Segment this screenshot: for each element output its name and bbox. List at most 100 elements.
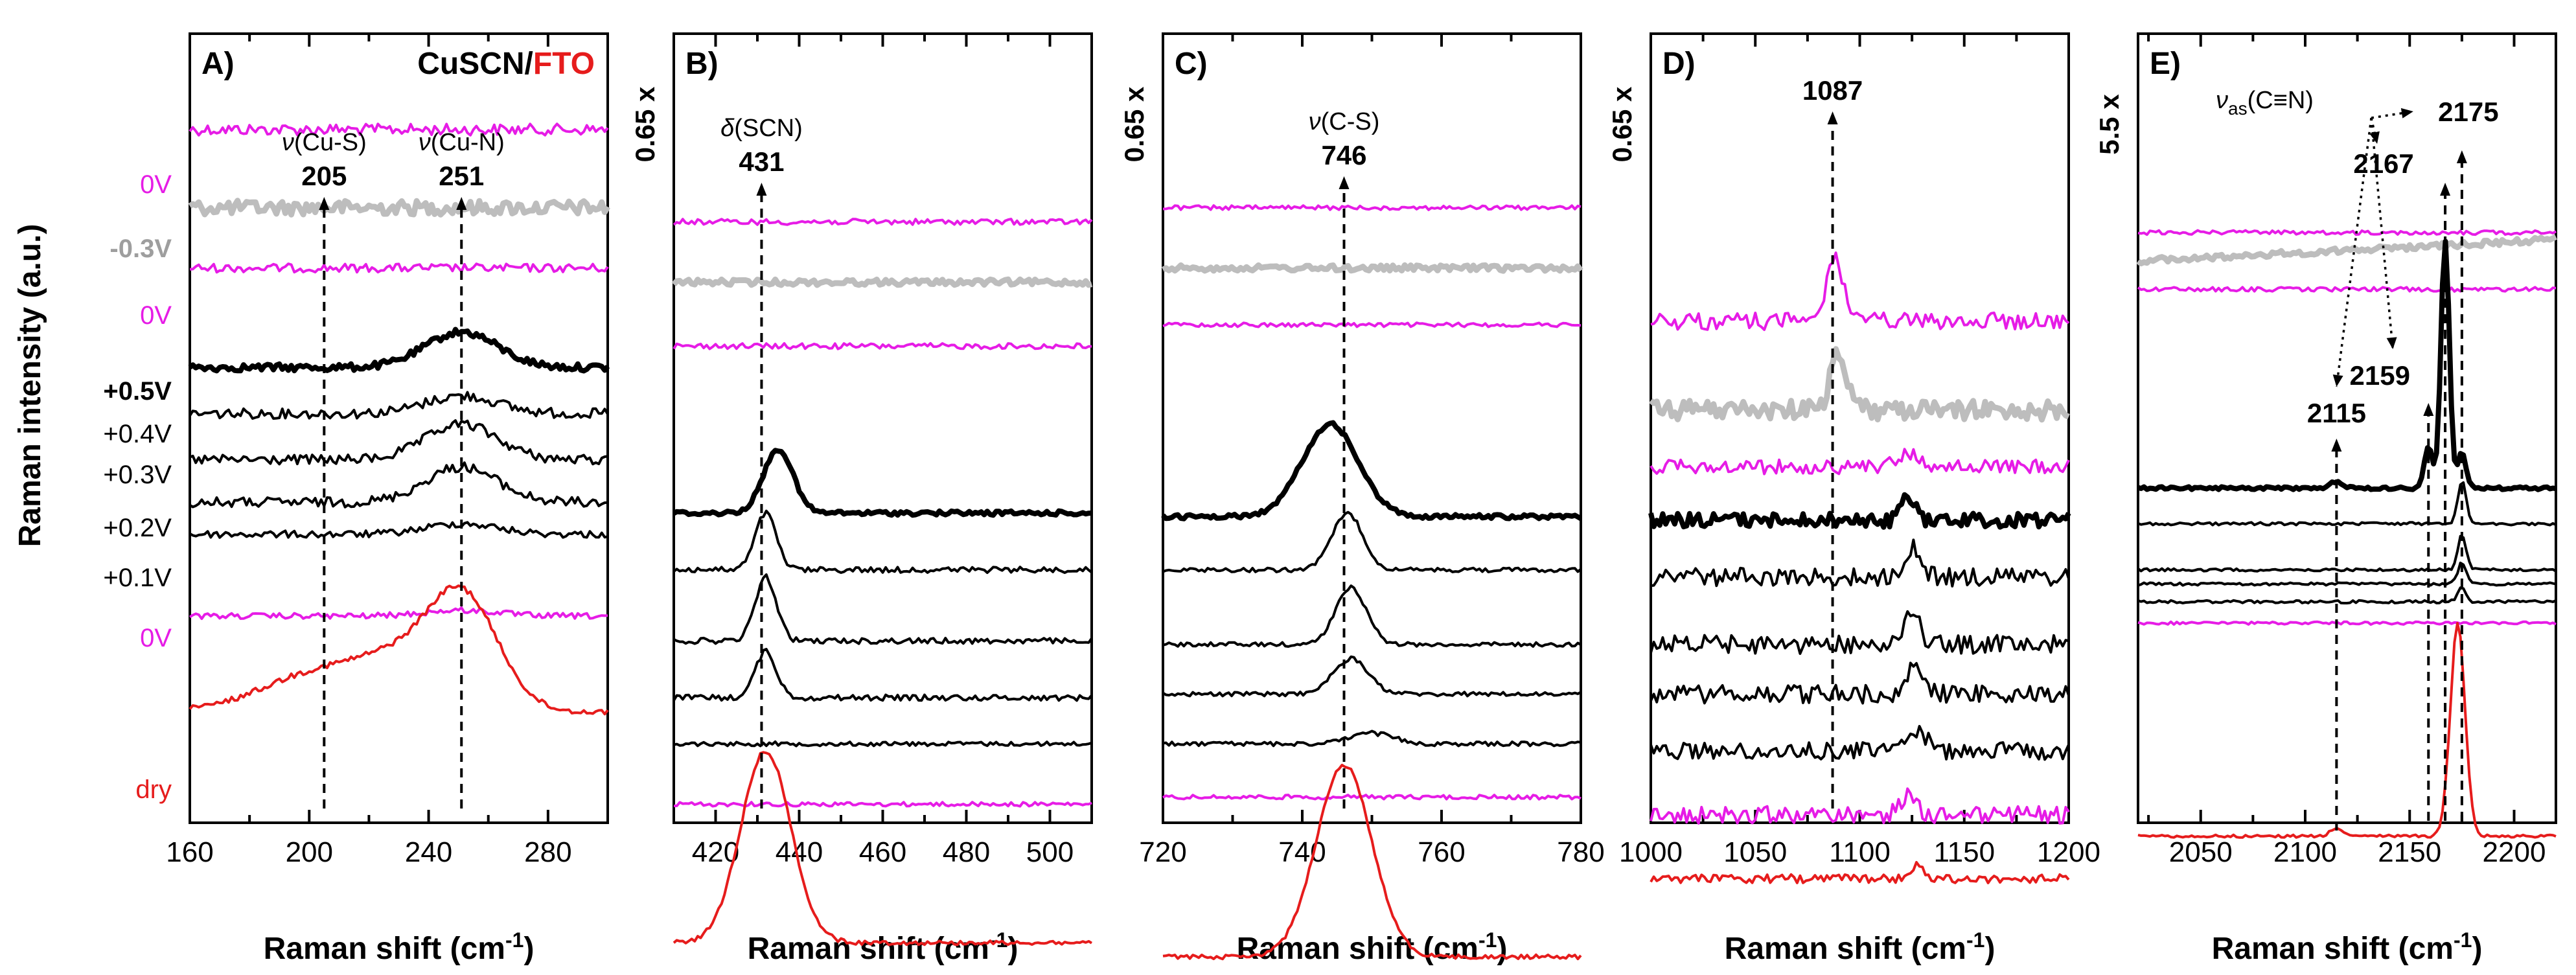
- spectrum-05V-line: [188, 327, 610, 374]
- spectrum-03V-line: [1161, 262, 1583, 274]
- x-tick-label: 2150: [2378, 836, 2441, 868]
- panel-c: 720 740 760 780 Raman shift (cm-1) C) 0.65 x 74…: [1119, 32, 1605, 966]
- spectrum-0V-line: [189, 606, 608, 620]
- x-tick-label: 280: [524, 836, 571, 868]
- potential-label: +0.5V: [103, 377, 172, 406]
- peak-position-label: 431: [739, 146, 784, 177]
- spectrum-03V-line: [2137, 534, 2557, 573]
- spectrum-dry-line: [1650, 861, 2070, 884]
- spectrum-03V-line: [189, 419, 608, 466]
- panels: 160 200 240 280 Raman shift (cm-1) A) CuSCN/FT…: [166, 32, 2558, 966]
- spectrum-05V-line: [673, 448, 1092, 518]
- peak-position-label: 205: [301, 161, 347, 191]
- scale-factor: 5.5 x: [2094, 94, 2124, 155]
- spectrum-03V-line: [1162, 584, 1582, 648]
- x-tick-label: 460: [859, 836, 906, 868]
- peak-arrow: [2331, 439, 2342, 452]
- x-tick-label: 760: [1418, 836, 1465, 868]
- spectrum-dry-line: [189, 584, 609, 716]
- annotation-pointer: [2370, 117, 2395, 350]
- plot-frame: [2137, 32, 2557, 824]
- panel-title: CuSCN/FTO: [417, 47, 595, 81]
- panel-letter: E): [2150, 47, 2181, 81]
- peak-position-label: 2115: [2307, 398, 2366, 428]
- scale-factor: 0.65 x: [1607, 86, 1637, 162]
- peak-position-label: 2175: [2438, 97, 2498, 127]
- spectrum-04V-line: [2137, 481, 2557, 527]
- spectrum-05V-line: [2137, 238, 2557, 492]
- potential-label: +0.2V: [103, 514, 172, 542]
- peak-arrow: [2456, 150, 2467, 163]
- annotation-pointer: [2335, 117, 2373, 387]
- panel-letter: C): [1175, 47, 1208, 81]
- spectrum-04V-line: [1162, 510, 1582, 573]
- x-tick-label: 740: [1278, 836, 1326, 868]
- spectrum-0V-line: [673, 218, 1093, 226]
- x-tick-label: 160: [166, 836, 213, 868]
- vibration-mode-label: ν(Cu-N): [419, 129, 505, 156]
- x-tick-label: 240: [405, 836, 452, 868]
- panel-letter: D): [1662, 47, 1696, 81]
- peak-arrow: [456, 197, 467, 210]
- spectrum-0V-line: [1650, 448, 2070, 476]
- x-tick-label: 200: [286, 836, 333, 868]
- plot-frame: [1162, 32, 1582, 824]
- spectrum-dry-line: [1162, 763, 1582, 961]
- spectrum-02V-line: [189, 461, 608, 509]
- spectrum-03V-line: [2136, 234, 2558, 267]
- plot-frame: [673, 32, 1093, 824]
- spectrum-0V-line: [2137, 229, 2557, 236]
- spectrum-04V-line: [673, 509, 1093, 574]
- x-tick-label: 2100: [2273, 836, 2337, 868]
- spectrum-04V-line: [1650, 538, 2070, 588]
- vibration-mode-label: νas(C≡N): [2216, 87, 2314, 119]
- spectrum-01V-line: [1650, 725, 2070, 761]
- potential-labels: 0V -0.3V 0V +0.5V +0.4V +0.3V +0.2V +0.1V 0V dry: [103, 170, 172, 804]
- spectrum-0V-line: [1162, 321, 1581, 328]
- x-tick-label: 2050: [2169, 836, 2233, 868]
- panel-letter: B): [685, 47, 719, 81]
- x-axis-label: Raman shift (cm-1): [1237, 928, 1508, 966]
- spectrum-03V-line: [188, 198, 610, 218]
- spectrum-0V-line: [189, 262, 609, 274]
- peak-position-label: 2167: [2353, 148, 2413, 179]
- x-tick-label: 780: [1557, 836, 1604, 868]
- spectrum-0V-line: [2137, 620, 2557, 626]
- spectrum-03V-line: [673, 573, 1093, 645]
- scale-factor: 0.65 x: [1119, 86, 1149, 162]
- annotation-arrow: [2400, 108, 2413, 119]
- annotation-arrow: [2369, 131, 2380, 144]
- y-axis-label: Raman intensity (a.u.): [13, 224, 47, 547]
- x-tick-label: 500: [1026, 836, 1074, 868]
- spectrum-dry-line: [673, 751, 1093, 946]
- spectrum-0V-line: [1650, 787, 2070, 825]
- spectrum-01V-line: [2137, 586, 2557, 604]
- peak-position-label: 746: [1321, 140, 1366, 170]
- potential-label: +0.3V: [103, 461, 172, 489]
- spectrum-0V-line: [2137, 286, 2557, 293]
- spectrum-03V-line: [671, 276, 1093, 288]
- peak-position-label: 251: [439, 161, 484, 191]
- annotation-arrow: [2386, 337, 2397, 349]
- panel-e: 2050 2100 2150 2200 Raman shift (cm-1) E) 5.5 …: [2094, 32, 2558, 966]
- x-tick-label: 1200: [2037, 836, 2100, 868]
- x-tick-label: 1000: [1619, 836, 1683, 868]
- peak-arrow: [1339, 176, 1350, 189]
- peak-position-label: 2159: [2350, 360, 2410, 391]
- x-tick-label: 1100: [1829, 836, 1891, 868]
- x-tick-label: 720: [1139, 836, 1186, 868]
- peak-position-label: 1087: [1802, 75, 1863, 106]
- spectrum-02V-line: [2137, 561, 2557, 587]
- x-tick-label: 1150: [1933, 836, 1995, 868]
- spectrum-0V-line: [1162, 204, 1581, 211]
- potential-label: +0.1V: [103, 564, 172, 592]
- spectrum-03V-line: [1649, 346, 2070, 423]
- spectrum-03V-line: [1650, 610, 2069, 655]
- potential-label: 0V: [140, 301, 172, 330]
- spectrum-0V-line: [673, 342, 1092, 350]
- peak-arrow: [319, 197, 330, 210]
- potential-label: 0V: [140, 624, 172, 652]
- x-tick-label: 1050: [1723, 836, 1787, 868]
